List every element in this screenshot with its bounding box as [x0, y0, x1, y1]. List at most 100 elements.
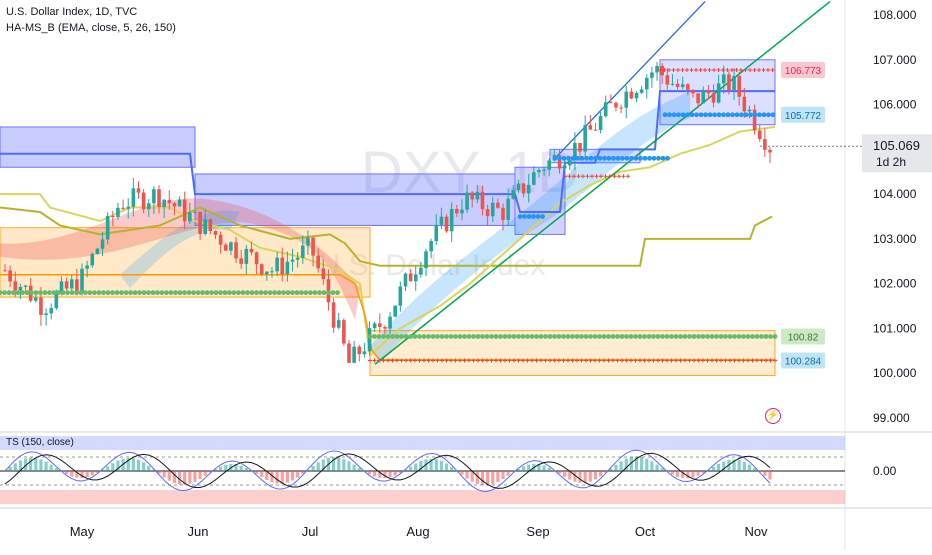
candle-body	[301, 246, 305, 258]
green-dot-level	[453, 334, 458, 339]
blue-dot-level	[739, 112, 744, 117]
green-dot-level	[16, 290, 21, 295]
candle-body	[763, 139, 767, 150]
candle-body	[619, 108, 623, 109]
candle-body	[630, 92, 634, 99]
candle-body	[429, 241, 433, 251]
candle-body	[624, 92, 628, 108]
green-dot-level	[83, 290, 88, 295]
green-dot-level	[164, 290, 169, 295]
green-dot-level	[530, 334, 535, 339]
green-dot-level	[462, 334, 467, 339]
green-dot-level	[692, 334, 697, 339]
green-dot-level	[723, 334, 728, 339]
candle-body	[142, 193, 146, 210]
blue-dot-level	[735, 112, 740, 117]
candle-body	[13, 281, 17, 290]
green-dot-level	[272, 290, 277, 295]
green-dot-level	[408, 334, 413, 339]
green-dot-level	[232, 290, 237, 295]
green-dot-level	[629, 334, 634, 339]
green-dot-level	[395, 334, 400, 339]
osc-histogram-bar	[589, 471, 592, 482]
candle-body	[39, 298, 43, 315]
price-tick-label: 100.000	[873, 366, 917, 380]
blue-dot-level	[531, 214, 536, 219]
green-dot-level	[449, 334, 454, 339]
green-dot-level	[678, 334, 683, 339]
candle-body	[476, 192, 480, 199]
green-dot-level	[128, 290, 133, 295]
candle-body	[111, 216, 115, 217]
level-badge-label: 100.284	[785, 357, 822, 368]
green-dot-level	[65, 290, 70, 295]
candle-body	[219, 235, 223, 245]
green-dot-level	[413, 334, 418, 339]
green-dot-level	[597, 334, 602, 339]
candle-body	[501, 208, 505, 220]
green-dot-level	[286, 290, 291, 295]
green-dot-level	[205, 290, 210, 295]
green-dot-level	[196, 290, 201, 295]
blue-dot-level	[643, 156, 648, 161]
candle-body	[660, 66, 664, 75]
blue-dot-level	[721, 112, 726, 117]
green-dot-level	[106, 290, 111, 295]
osc-histogram-bar	[584, 471, 587, 483]
green-dot-level	[485, 334, 490, 339]
lightning-icon[interactable]: ⚡	[765, 408, 781, 424]
candle-body	[717, 83, 721, 102]
green-dot-level	[579, 334, 584, 339]
green-dot-level	[38, 290, 43, 295]
bullish-ribbon-2	[370, 91, 690, 364]
blue-dot-level	[536, 214, 541, 219]
green-dot-level	[79, 290, 84, 295]
candle-body	[255, 252, 259, 264]
green-dot-level	[155, 290, 160, 295]
green-dot-level	[494, 334, 499, 339]
candle-body	[589, 125, 593, 129]
candle-body	[732, 76, 736, 90]
green-dot-level	[299, 290, 304, 295]
osc-histogram-bar	[317, 462, 320, 471]
osc-histogram-bar	[91, 471, 94, 475]
green-dot-level	[548, 334, 553, 339]
blue-dot-level	[625, 156, 630, 161]
time-axis-label: Jun	[188, 524, 209, 539]
osc-histogram-bar	[578, 471, 581, 483]
green-dot-level	[701, 334, 706, 339]
indicator-label: HA-MS_B (EMA, close, 5, 26, 150)	[6, 22, 176, 34]
osc-histogram-bar	[353, 465, 356, 471]
green-dot-level	[47, 290, 52, 295]
candle-body	[496, 203, 500, 208]
osc-histogram-bar	[496, 471, 499, 482]
osc-histogram-bar	[388, 471, 391, 477]
candle-body	[594, 130, 598, 131]
blue-dot-level	[616, 156, 621, 161]
candle-body	[517, 184, 521, 191]
candle-body	[666, 75, 670, 84]
green-dot-level	[169, 290, 174, 295]
green-dot-level	[768, 334, 773, 339]
blue-dot-level	[602, 156, 607, 161]
green-dot-level	[728, 334, 733, 339]
green-dot-level	[714, 334, 719, 339]
green-dot-level	[250, 290, 255, 295]
green-dot-level	[426, 334, 431, 339]
osc-histogram-bar	[111, 463, 114, 471]
green-dot-level	[173, 290, 178, 295]
candle-body	[265, 272, 269, 274]
osc-histogram-bar	[507, 471, 510, 476]
green-dot-level	[97, 290, 102, 295]
green-dot-level	[417, 334, 422, 339]
green-dot-level	[268, 290, 273, 295]
candle-body	[286, 262, 290, 274]
green-dot-level	[241, 290, 246, 295]
candle-body	[686, 84, 690, 89]
green-dot-level	[557, 334, 562, 339]
oscillator-label: TS (150, close)	[6, 437, 74, 448]
candle-body	[424, 251, 428, 268]
green-dot-level	[322, 290, 327, 295]
green-dot-level	[146, 290, 151, 295]
